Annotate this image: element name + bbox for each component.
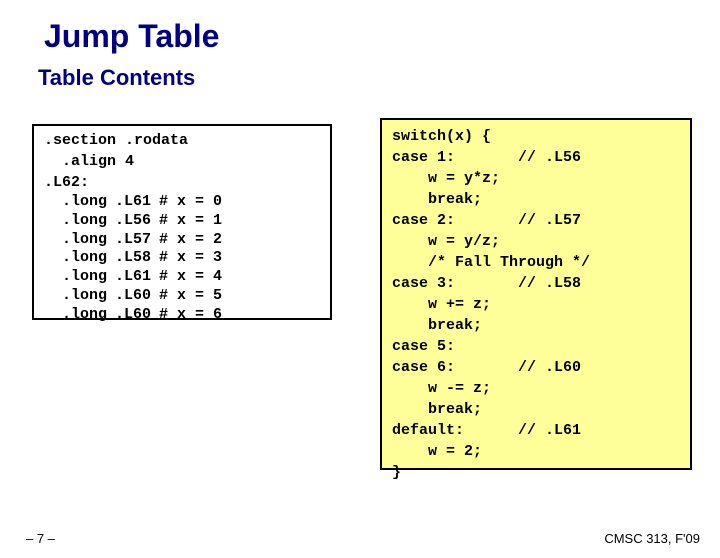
asm-table: .long.L61# x = 0 .long.L56# x = 1 .long.… — [44, 193, 230, 324]
asm-directive: .long — [44, 306, 115, 325]
asm-target-label: .L56 — [115, 212, 159, 231]
asm-comment: # x = 5 — [159, 287, 230, 306]
assembly-code-box: .section .rodata .align 4 .L62: .long.L6… — [32, 124, 332, 320]
asm-target-label: .L60 — [115, 287, 159, 306]
table-row: .long.L56# x = 1 — [44, 212, 230, 231]
asm-directive: .long — [44, 193, 115, 212]
asm-comment: # x = 2 — [159, 231, 230, 250]
asm-directive: .long — [44, 268, 115, 287]
asm-target-label: .L61 — [115, 268, 159, 287]
asm-comment: # x = 0 — [159, 193, 230, 212]
asm-directive: .long — [44, 287, 115, 306]
asm-header2: .align 4 — [44, 151, 320, 172]
table-row: .long.L60# x = 5 — [44, 287, 230, 306]
asm-target-label: .L60 — [115, 306, 159, 325]
asm-label: .L62: — [44, 172, 320, 193]
asm-comment: # x = 6 — [159, 306, 230, 325]
asm-target-label: .L61 — [115, 193, 159, 212]
asm-comment: # x = 3 — [159, 249, 230, 268]
slide-title: Jump Table — [44, 18, 720, 55]
slide-subtitle: Table Contents — [38, 65, 720, 91]
asm-directive: .long — [44, 249, 115, 268]
table-row: .long.L57# x = 2 — [44, 231, 230, 250]
asm-directive: .long — [44, 231, 115, 250]
asm-directive: .long — [44, 212, 115, 231]
table-row: .long.L61# x = 0 — [44, 193, 230, 212]
table-row: .long.L58# x = 3 — [44, 249, 230, 268]
footer-course: CMSC 313, F'09 — [604, 531, 700, 546]
asm-target-label: .L58 — [115, 249, 159, 268]
asm-comment: # x = 4 — [159, 268, 230, 287]
asm-comment: # x = 1 — [159, 212, 230, 231]
page-number: – 7 – — [26, 531, 55, 546]
table-row: .long.L61# x = 4 — [44, 268, 230, 287]
asm-target-label: .L57 — [115, 231, 159, 250]
c-code-content: switch(x) { case 1: // .L56 w = y*z; bre… — [392, 126, 680, 483]
asm-header1: .section .rodata — [44, 130, 320, 151]
table-row: .long.L60# x = 6 — [44, 306, 230, 325]
c-code-box: switch(x) { case 1: // .L56 w = y*z; bre… — [380, 118, 692, 470]
